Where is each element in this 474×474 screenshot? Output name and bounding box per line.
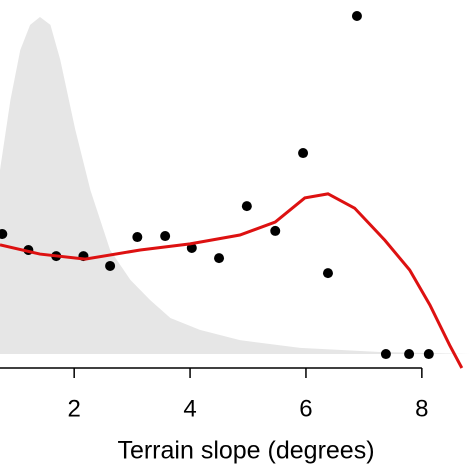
data-point xyxy=(132,232,143,243)
data-point xyxy=(423,349,434,360)
data-point xyxy=(298,148,309,159)
data-point xyxy=(404,349,415,360)
x-tick-label: 6 xyxy=(299,395,312,422)
fit-line xyxy=(0,192,464,369)
data-point xyxy=(380,349,391,360)
data-point xyxy=(241,201,252,212)
data-point xyxy=(160,231,171,242)
x-tick-label: 8 xyxy=(415,395,428,422)
data-point xyxy=(214,253,225,264)
data-point xyxy=(322,268,333,279)
data-point xyxy=(270,225,281,236)
data-point xyxy=(0,228,8,239)
x-axis-label: Terrain slope (degrees) xyxy=(117,437,374,465)
density-area xyxy=(0,17,470,355)
x-tick-label: 2 xyxy=(67,395,80,422)
data-point xyxy=(105,260,116,271)
x-tick-label: 4 xyxy=(183,395,196,422)
data-point xyxy=(351,10,362,21)
